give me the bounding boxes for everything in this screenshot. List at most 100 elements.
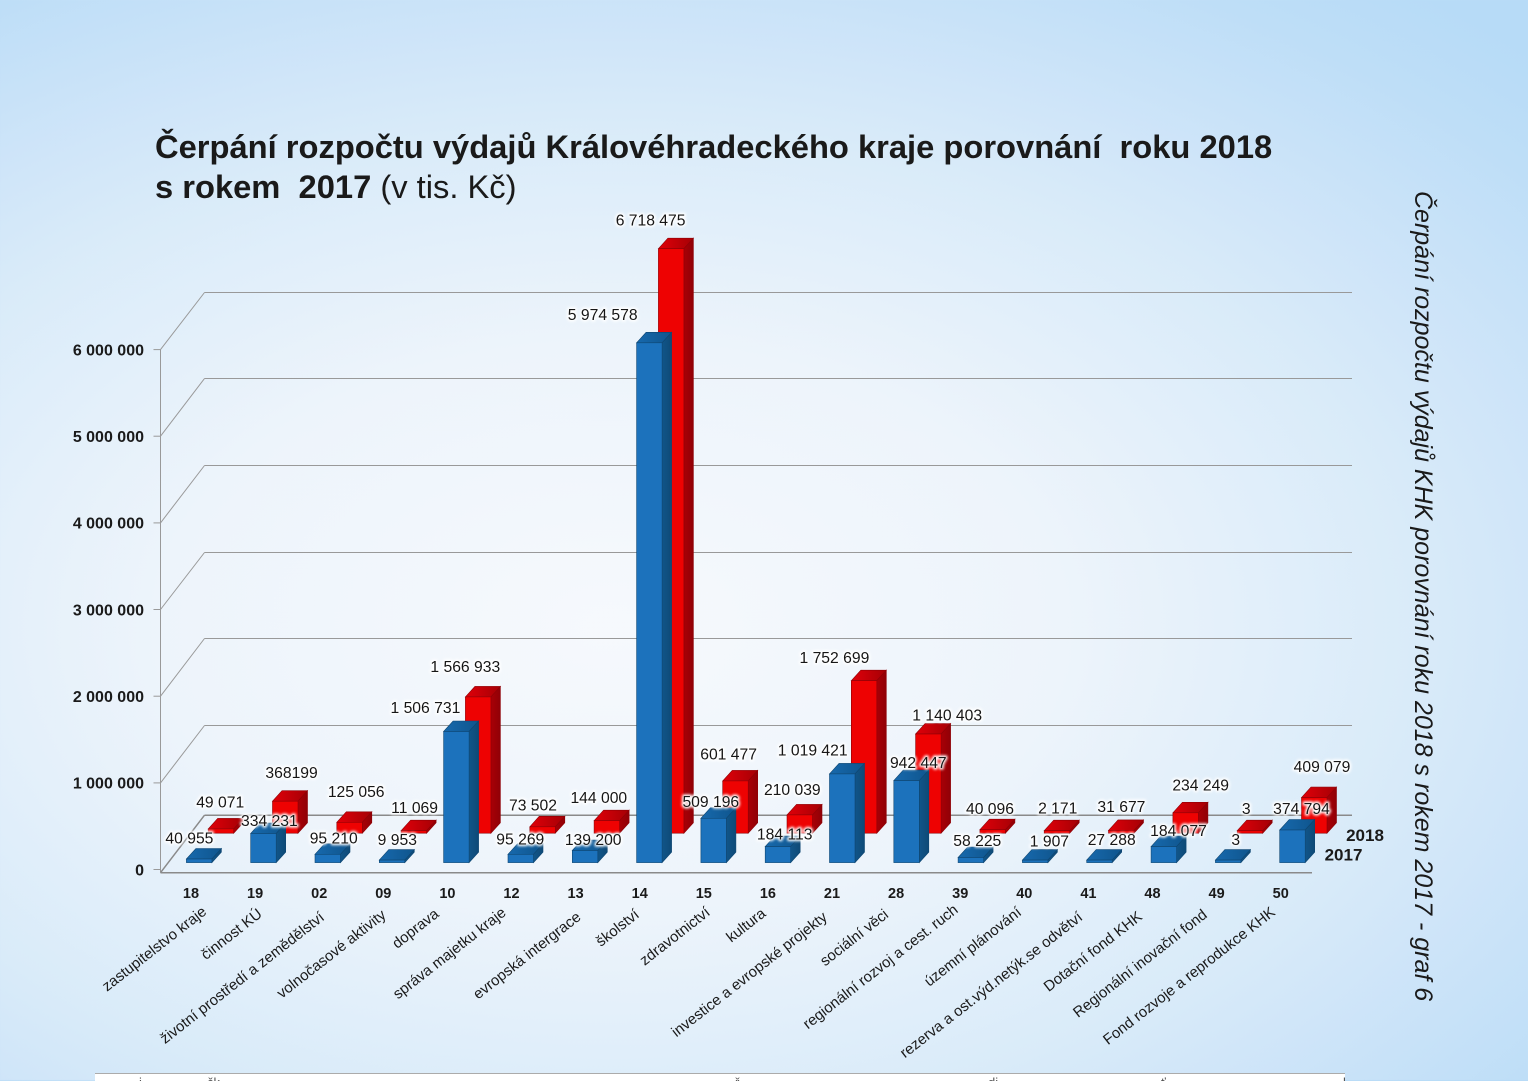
- svg-text:40 955: 40 955: [165, 831, 213, 848]
- svg-text:144 000: 144 000: [570, 790, 627, 807]
- svg-text:40 096: 40 096: [966, 801, 1014, 818]
- svg-text:49: 49: [1209, 886, 1225, 902]
- svg-text:409 079: 409 079: [1294, 759, 1351, 776]
- svg-text:184 077: 184 077: [1150, 823, 1207, 840]
- svg-text:48: 48: [1144, 886, 1160, 902]
- svg-text:374 794: 374 794: [1273, 801, 1330, 818]
- svg-text:39: 39: [952, 886, 968, 902]
- svg-text:1 506 731: 1 506 731: [391, 700, 461, 717]
- svg-text:28: 28: [888, 886, 904, 902]
- svg-text:509 196: 509 196: [682, 794, 739, 811]
- svg-text:95 269: 95 269: [496, 832, 544, 849]
- svg-text:41: 41: [1080, 886, 1096, 902]
- svg-text:374 794: 374 794: [1273, 801, 1330, 818]
- svg-text:368199: 368199: [265, 765, 317, 782]
- svg-text:kultura: kultura: [723, 905, 769, 947]
- svg-text:2017: 2017: [1325, 845, 1363, 864]
- svg-text:6 718 475: 6 718 475: [616, 212, 686, 229]
- svg-text:184 113: 184 113: [757, 826, 813, 843]
- svg-text:10: 10: [439, 886, 455, 902]
- svg-text:19: 19: [247, 886, 263, 902]
- svg-text:334 231: 334 231: [241, 813, 298, 830]
- svg-text:5 974 578: 5 974 578: [568, 307, 638, 324]
- svg-text:1 752 699: 1 752 699: [800, 650, 870, 667]
- svg-text:234 249: 234 249: [1172, 777, 1229, 794]
- svg-text:zdravotnictví: zdravotnictví: [637, 903, 714, 969]
- svg-text:4 000 000: 4 000 000: [73, 516, 144, 533]
- svg-text:doprava: doprava: [389, 905, 443, 952]
- svg-text:1 140 403: 1 140 403: [912, 708, 982, 725]
- svg-text:368199: 368199: [265, 765, 317, 782]
- svg-text:601 477: 601 477: [700, 746, 757, 763]
- svg-text:volnočasové aktivity: volnočasové aktivity: [274, 906, 390, 1002]
- svg-text:0: 0: [135, 862, 144, 879]
- svg-text:31 677: 31 677: [1097, 799, 1145, 816]
- svg-text:27 288: 27 288: [1088, 832, 1136, 849]
- svg-text:1 019 421: 1 019 421: [778, 743, 848, 760]
- svg-text:40 955: 40 955: [165, 831, 213, 848]
- svg-text:58 225: 58 225: [953, 833, 1001, 850]
- svg-text:3: 3: [1231, 832, 1240, 849]
- svg-text:73 502: 73 502: [509, 797, 557, 814]
- svg-text:1 566 933: 1 566 933: [430, 659, 500, 676]
- svg-text:1 019 421: 1 019 421: [778, 743, 848, 760]
- svg-text:49 071: 49 071: [196, 795, 244, 812]
- svg-text:3: 3: [1242, 801, 1251, 818]
- svg-text:3: 3: [1242, 801, 1251, 818]
- svg-text:125 056: 125 056: [328, 784, 385, 801]
- svg-text:1 140 403: 1 140 403: [912, 708, 982, 725]
- svg-text:6 718 475: 6 718 475: [616, 212, 686, 229]
- svg-text:školství: školství: [593, 906, 644, 951]
- svg-text:2018: 2018: [1346, 826, 1384, 845]
- svg-text:5 974 578: 5 974 578: [568, 307, 638, 324]
- svg-text:9 953: 9 953: [378, 832, 418, 849]
- svg-text:95 269: 95 269: [496, 832, 544, 849]
- svg-text:509 196: 509 196: [682, 794, 739, 811]
- svg-text:12: 12: [503, 886, 519, 902]
- svg-text:11 069: 11 069: [391, 800, 438, 817]
- svg-text:09: 09: [375, 886, 391, 902]
- svg-text:1 907: 1 907: [1030, 834, 1069, 851]
- svg-text:Čerpání rozpočtu výdajů KHK po: Čerpání rozpočtu výdajů KHK porovnání ro…: [1409, 191, 1438, 1001]
- svg-text:184 077: 184 077: [1150, 823, 1207, 840]
- svg-text:210 039: 210 039: [764, 782, 821, 799]
- svg-text:95 210: 95 210: [310, 831, 358, 848]
- svg-text:334 231: 334 231: [241, 813, 298, 830]
- svg-text:27 288: 27 288: [1088, 832, 1136, 849]
- svg-text:58 225: 58 225: [953, 833, 1001, 850]
- svg-text:601 477: 601 477: [700, 746, 757, 763]
- svg-text:3: 3: [1231, 832, 1240, 849]
- svg-text:5 000 000: 5 000 000: [73, 429, 144, 446]
- svg-text:2 000 000: 2 000 000: [73, 689, 144, 706]
- svg-text:234 249: 234 249: [1172, 777, 1229, 794]
- svg-text:18: 18: [183, 886, 199, 902]
- svg-text:40 096: 40 096: [966, 801, 1014, 818]
- svg-text:14: 14: [632, 886, 648, 902]
- svg-text:1 506 731: 1 506 731: [391, 700, 461, 717]
- svg-text:2 171: 2 171: [1038, 801, 1077, 818]
- svg-text:409 079: 409 079: [1294, 759, 1351, 776]
- svg-text:1 000 000: 1 000 000: [73, 776, 144, 793]
- svg-text:31 677: 31 677: [1097, 799, 1145, 816]
- svg-text:40: 40: [1016, 886, 1032, 902]
- svg-text:210 039: 210 039: [764, 782, 821, 799]
- svg-text:1 752 699: 1 752 699: [800, 650, 870, 667]
- svg-text:3 000 000: 3 000 000: [73, 602, 144, 619]
- svg-text:184 113: 184 113: [757, 826, 813, 843]
- svg-text:2 171: 2 171: [1038, 801, 1077, 818]
- svg-text:15: 15: [696, 886, 712, 902]
- svg-text:6 000 000: 6 000 000: [73, 342, 144, 359]
- svg-text:1 907: 1 907: [1030, 834, 1069, 851]
- svg-text:1 566 933: 1 566 933: [430, 659, 500, 676]
- svg-text:49 071: 49 071: [196, 795, 244, 812]
- svg-text:139 200: 139 200: [565, 832, 622, 849]
- svg-text:02: 02: [311, 886, 327, 902]
- svg-text:13: 13: [568, 886, 584, 902]
- svg-text:73 502: 73 502: [509, 797, 557, 814]
- svg-text:144 000: 144 000: [570, 790, 627, 807]
- svg-text:95 210: 95 210: [310, 831, 358, 848]
- svg-text:942 447: 942 447: [890, 755, 947, 772]
- svg-text:21: 21: [824, 886, 840, 902]
- svg-text:50: 50: [1273, 886, 1289, 902]
- svg-text:16: 16: [760, 886, 776, 902]
